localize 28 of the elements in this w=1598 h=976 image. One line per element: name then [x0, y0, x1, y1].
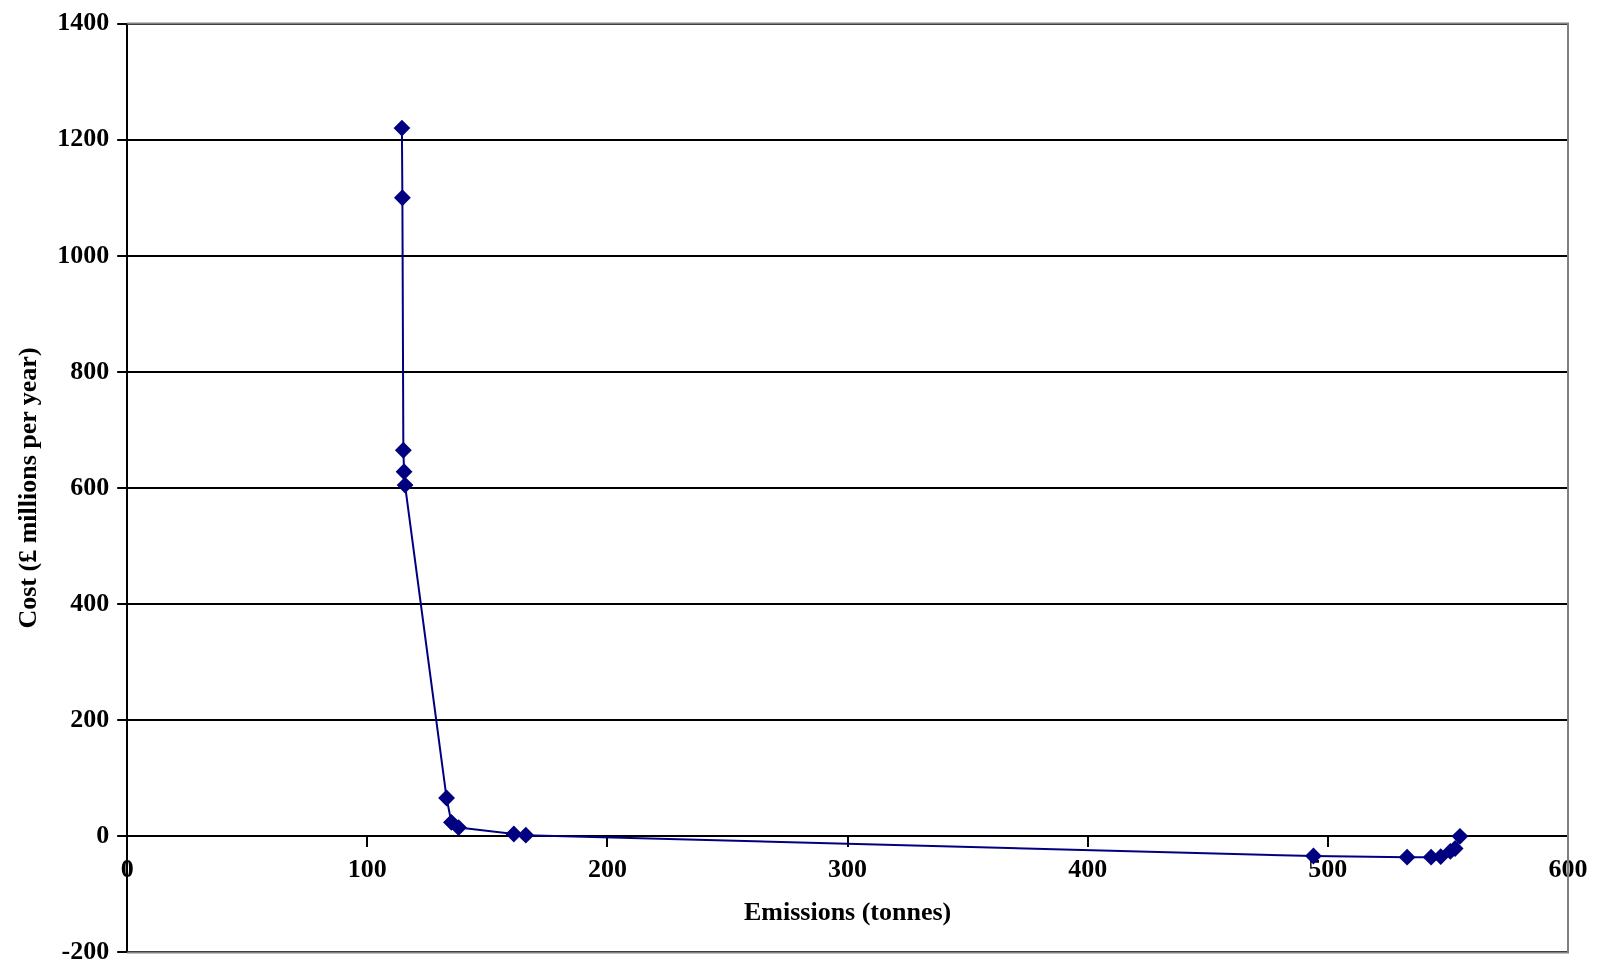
point: [505, 825, 522, 842]
point: [1399, 849, 1416, 866]
point: [1451, 828, 1468, 845]
x-tick-label: 100: [347, 853, 387, 883]
x-tick-label: 400: [1068, 853, 1108, 883]
point: [395, 442, 412, 459]
x-tick-label: 500: [1308, 853, 1348, 883]
y-tick-label: 1200: [57, 123, 110, 153]
y-tick-label: -200: [61, 936, 110, 966]
y-tick-label: 800: [70, 355, 110, 385]
y-tick-label: 600: [70, 471, 110, 501]
x-tick-label: 600: [1548, 853, 1588, 883]
point: [438, 789, 455, 806]
point: [517, 827, 534, 844]
point: [393, 120, 410, 137]
point: [396, 463, 413, 480]
y-tick-label: 0: [96, 820, 110, 850]
x-axis-title: Emissions (tonnes): [743, 896, 952, 926]
y-tick-label: 200: [70, 703, 110, 733]
x-tick-label: 200: [587, 853, 627, 883]
point: [450, 819, 467, 836]
point: [397, 477, 414, 494]
point: [394, 189, 411, 206]
y-tick-label: 1000: [57, 239, 110, 269]
y-axis-title: Cost (£ millions per year): [13, 347, 43, 629]
x-tick-label: 300: [828, 853, 868, 883]
y-tick-label: 1400: [57, 7, 110, 37]
y-tick-label: 400: [70, 587, 110, 617]
